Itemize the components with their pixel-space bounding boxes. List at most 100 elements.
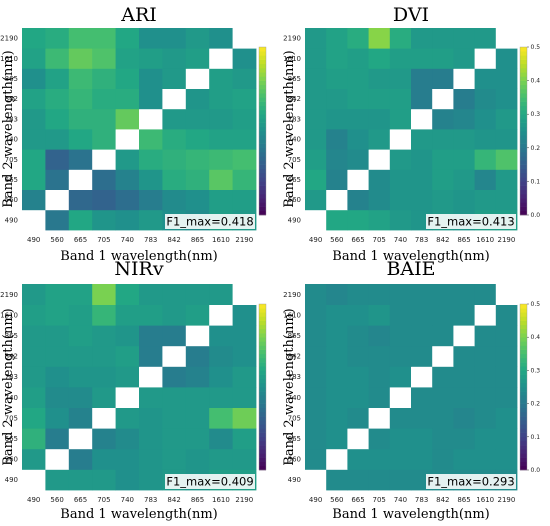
heatmap-cell: [22, 169, 46, 190]
heatmap-cell: [368, 68, 391, 89]
heatmap-cell: [92, 28, 116, 49]
colorbar-segment: [520, 210, 527, 216]
x-tick-label: 783: [144, 236, 157, 244]
heatmap-cell: [232, 387, 257, 408]
colorbar-segment: [520, 101, 527, 107]
x-tick-label: 705: [97, 496, 110, 504]
heatmap-cell: [474, 345, 497, 367]
y-tick-label: 1610: [0, 55, 18, 63]
x-tick-label: 740: [394, 496, 407, 504]
heatmap-cell: [209, 448, 233, 470]
heatmap-cell: [305, 304, 327, 326]
colorbar-segment: [259, 114, 266, 119]
heatmap-cell: [139, 469, 163, 491]
colorbar-segment: [259, 189, 266, 195]
heatmap-cell: [453, 169, 475, 190]
colorbar-segment: [520, 345, 527, 350]
heatmap-cell: [92, 48, 116, 69]
heatmap-cell: [232, 28, 257, 49]
colorbar-segment: [259, 445, 266, 450]
heatmap-cell: [139, 325, 163, 347]
colorbar-segment: [259, 122, 266, 128]
colorbar-segment: [520, 177, 527, 182]
heatmap-cell: [22, 88, 46, 110]
colorbar-segment: [259, 312, 266, 317]
y-tick-label: 705: [288, 414, 301, 422]
heatmap-cell: [411, 407, 433, 429]
colorbar-segment: [520, 164, 527, 170]
heatmap-cell: [326, 387, 348, 408]
colorbar-segment: [520, 445, 527, 450]
heatmap-cell: [209, 345, 233, 367]
heatmap-cell: [139, 428, 163, 450]
colorbar-segment: [259, 202, 266, 207]
heatmap-cell: [22, 48, 46, 69]
colorbar-segment: [259, 362, 266, 367]
heatmap-cell: [495, 68, 518, 89]
colorbar-segment: [259, 47, 266, 52]
heatmap-cell: [326, 366, 348, 388]
heatmap-cell: [432, 129, 454, 150]
heatmap-cell: [92, 325, 116, 347]
colorbar-segment: [520, 110, 527, 115]
x-tick-label: 865: [191, 236, 204, 244]
x-axis-title: Band 1 wavelength(nm): [60, 507, 217, 522]
heatmap-cell: [22, 448, 46, 470]
heatmap-cell: [474, 149, 497, 170]
heatmap-cell: [209, 129, 233, 150]
colorbar-segment: [520, 328, 527, 334]
heatmap-cell: [389, 284, 412, 305]
colorbar-tick-label: 0.4: [531, 78, 541, 85]
colorbar-segment: [520, 312, 527, 317]
y-tick-label: 560: [5, 456, 18, 464]
y-tick-label: 783: [288, 115, 301, 123]
colorbar-segment: [259, 461, 266, 467]
heatmap-cell: [45, 345, 70, 367]
heatmap-cell: [411, 48, 433, 69]
heatmap-cell: [453, 129, 475, 150]
heatmap-cell: [92, 88, 116, 110]
heatmap-cell: [185, 345, 210, 367]
heatmap-cell: [432, 325, 454, 347]
heatmap-cell: [162, 88, 187, 110]
colorbar-segment: [259, 126, 266, 132]
heatmap-cell: [232, 169, 257, 190]
colorbar-segment: [259, 97, 266, 102]
y-axis-title: Band 2 wavelength(nm): [282, 308, 297, 465]
heatmap-cell: [115, 366, 140, 388]
colorbar-segment: [520, 395, 527, 400]
heatmap-cell: [45, 88, 70, 110]
heatmap-cell: [389, 28, 412, 49]
colorbar-segment: [259, 177, 266, 182]
heatmap-cell: [474, 88, 497, 110]
heatmap-cell: [347, 209, 369, 231]
x-tick-label: 842: [167, 496, 180, 504]
heatmap-cell: [162, 407, 187, 429]
heatmap-cell: [389, 129, 412, 150]
colorbar-segment: [259, 387, 266, 392]
heatmap-cell: [185, 366, 210, 388]
heatmap-cell: [347, 149, 369, 170]
heatmap-cell: [209, 304, 233, 326]
heatmap-cell: [305, 325, 327, 347]
colorbar-segment: [520, 68, 527, 73]
heatmap-cell: [411, 149, 433, 170]
heatmap-cell: [305, 88, 327, 110]
heatmap-cell: [495, 48, 518, 69]
colorbar-segment: [259, 76, 266, 81]
heatmap-cell: [305, 284, 327, 305]
heatmap-cell: [22, 209, 46, 231]
colorbar-segment: [520, 135, 527, 140]
heatmap-cell: [368, 428, 391, 450]
heatmap-cell: [495, 345, 518, 367]
heatmap-cell: [432, 108, 454, 130]
heatmap-cell: [453, 48, 475, 69]
heatmap-cell: [411, 304, 433, 326]
heatmap-cell: [185, 88, 210, 110]
heatmap-cell: [162, 68, 187, 89]
heatmap-cell: [232, 345, 257, 367]
heatmap-cell: [368, 387, 391, 408]
colorbar-segment: [520, 194, 527, 199]
heatmap-cell: [453, 28, 475, 49]
